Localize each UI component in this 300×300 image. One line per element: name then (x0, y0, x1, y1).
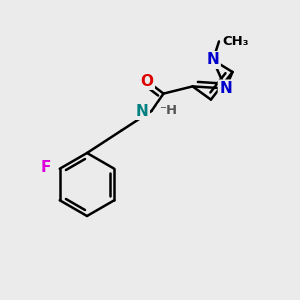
Text: N: N (207, 52, 219, 68)
Text: CH₃: CH₃ (222, 35, 248, 48)
Text: N: N (136, 103, 148, 118)
Text: F: F (40, 160, 51, 175)
Text: O: O (140, 74, 154, 88)
Text: N: N (219, 81, 232, 96)
Text: ⁻H: ⁻H (159, 104, 177, 118)
